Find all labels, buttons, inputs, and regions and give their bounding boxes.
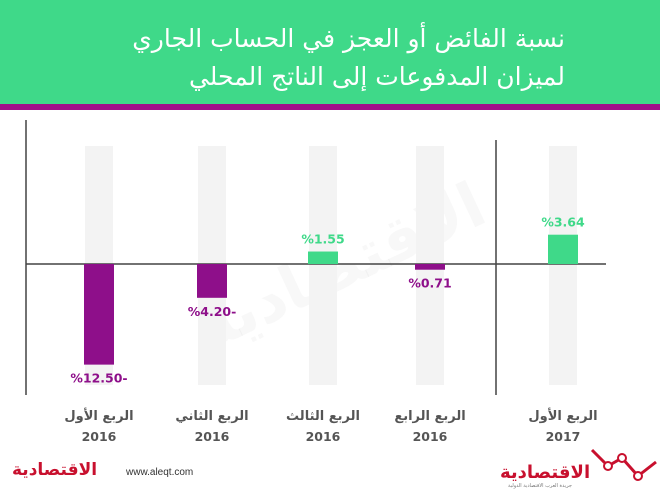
- x-tick-year-5: 2017: [546, 429, 581, 444]
- bar-1: [84, 264, 114, 365]
- bar-3: [308, 251, 338, 264]
- column-background-5: [549, 146, 577, 385]
- x-tick-quarter-4: الربع الرابع: [394, 409, 465, 424]
- footer-tagline: جريدة العرب الاقتصادية الدولية: [508, 483, 573, 489]
- trend-line-icon: [590, 448, 657, 481]
- x-tick-year-2: 2016: [195, 429, 230, 444]
- footer-url[interactable]: www.aleqt.com: [126, 467, 194, 478]
- bar-4: [415, 264, 445, 270]
- chart-title-line-1: نسبة الفائض أو العجز في الحساب الجاري: [132, 24, 565, 53]
- chart-title-line-2: لميزان المدفوعات إلى الناتج المحلي: [188, 62, 565, 91]
- x-tick-quarter-1: الربع الأول: [64, 407, 133, 424]
- title-accent-stripe: [0, 104, 660, 110]
- footer-logo-right: الاقتصادية: [500, 462, 591, 483]
- bar-2: [197, 264, 227, 298]
- bar-5: [548, 234, 578, 264]
- data-label-4: %0.71: [408, 276, 451, 291]
- x-tick-quarter-5: الربع الأول: [528, 407, 597, 424]
- title-banner: نسبة الفائض أو العجز في الحساب الجاري لم…: [0, 0, 660, 104]
- x-tick-year-4: 2016: [413, 429, 448, 444]
- footer: الاقتصادية www.aleqt.com الاقتصادية جريد…: [0, 450, 660, 495]
- column-background-3: [309, 146, 337, 385]
- data-label-1: %12.50-: [70, 371, 127, 386]
- x-tick-quarter-2: الربع الثاني: [175, 409, 248, 424]
- footer-logo-left: الاقتصادية: [12, 460, 98, 480]
- data-label-3: %1.55: [301, 232, 344, 247]
- data-label-2: %4.20-: [188, 304, 237, 319]
- x-tick-year-1: 2016: [82, 429, 117, 444]
- x-tick-quarter-3: الربع الثالث: [286, 409, 360, 424]
- bar-chart: %12.50- الربع الأول 2016 %4.20- الربع الثاني…: [25, 120, 606, 444]
- data-label-5: %3.64: [541, 215, 585, 230]
- x-tick-year-3: 2016: [306, 429, 341, 444]
